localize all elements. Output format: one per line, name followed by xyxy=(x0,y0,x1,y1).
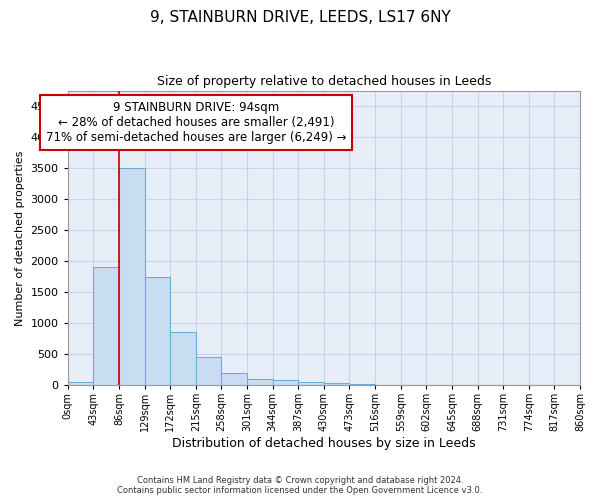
Bar xyxy=(221,372,247,385)
Bar xyxy=(324,384,349,385)
Bar xyxy=(196,357,221,385)
Bar xyxy=(272,380,298,385)
Text: 9 STAINBURN DRIVE: 94sqm
← 28% of detached houses are smaller (2,491)
71% of sem: 9 STAINBURN DRIVE: 94sqm ← 28% of detach… xyxy=(46,101,346,144)
Bar xyxy=(247,379,272,385)
Text: Contains HM Land Registry data © Crown copyright and database right 2024.
Contai: Contains HM Land Registry data © Crown c… xyxy=(118,476,482,495)
Bar xyxy=(349,384,375,385)
Bar xyxy=(119,168,145,385)
Text: 9, STAINBURN DRIVE, LEEDS, LS17 6NY: 9, STAINBURN DRIVE, LEEDS, LS17 6NY xyxy=(149,10,451,25)
Bar xyxy=(298,382,324,385)
Bar xyxy=(145,276,170,385)
Title: Size of property relative to detached houses in Leeds: Size of property relative to detached ho… xyxy=(157,75,491,88)
Bar xyxy=(94,268,119,385)
Bar xyxy=(68,382,94,385)
Bar xyxy=(170,332,196,385)
X-axis label: Distribution of detached houses by size in Leeds: Distribution of detached houses by size … xyxy=(172,437,476,450)
Y-axis label: Number of detached properties: Number of detached properties xyxy=(15,150,25,326)
